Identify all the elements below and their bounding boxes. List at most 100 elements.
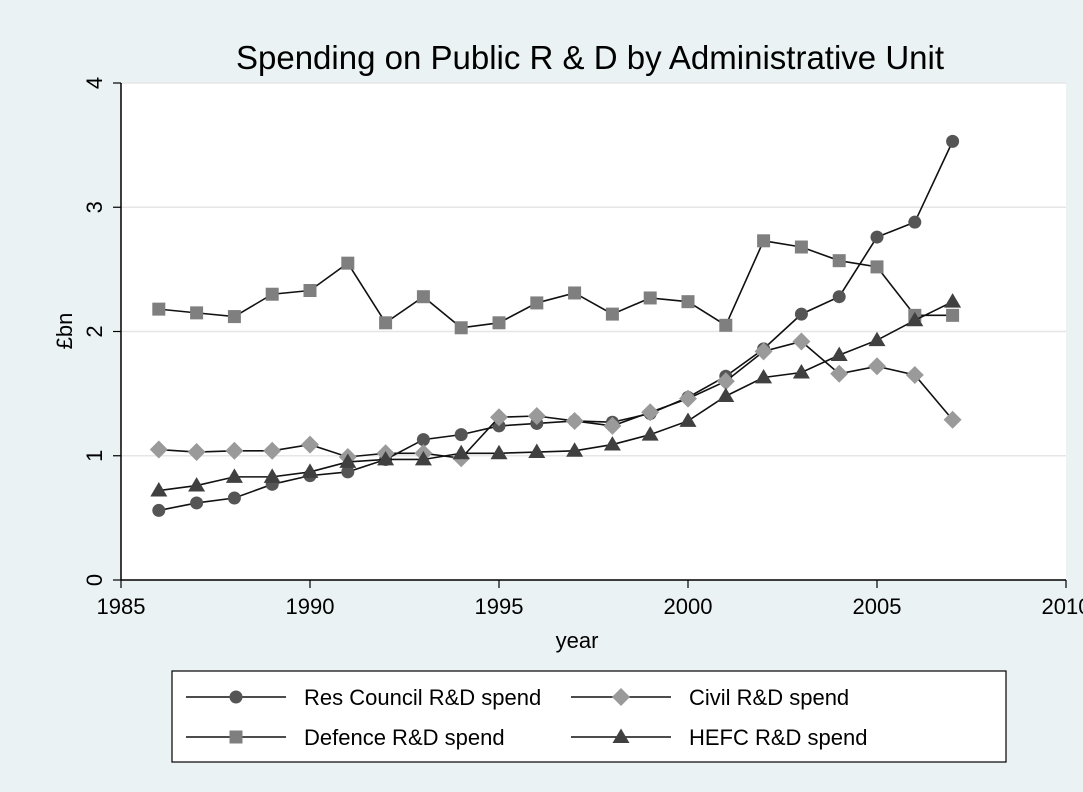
data-point-0-1986 xyxy=(152,503,166,517)
gridlines xyxy=(121,82,1066,457)
x-axis-label: year xyxy=(556,628,599,653)
data-point-1-1986 xyxy=(149,440,168,459)
data-point-2-1988 xyxy=(227,310,241,324)
series-line-1 xyxy=(158,340,954,460)
y-tick-label-1: 1 xyxy=(82,450,107,462)
data-point-3-2007 xyxy=(944,293,962,308)
x-tick-label-1990: 1990 xyxy=(286,594,335,619)
x-tick-label-2010: 2010 xyxy=(1042,594,1083,619)
data-point-1-1995 xyxy=(490,408,508,427)
legend: Res Council R&D spend Civil R&D spend Defe… xyxy=(186,685,868,750)
data-point-0-1991 xyxy=(341,465,355,479)
data-point-1-2007 xyxy=(943,410,962,429)
data-point-3-1991 xyxy=(339,453,357,468)
legend-marker-1 xyxy=(612,688,630,706)
data-point-2-2000 xyxy=(681,295,695,309)
y-tick-label-2: 2 xyxy=(82,325,107,337)
data-point-3-1986 xyxy=(150,482,168,497)
data-point-2-1986 xyxy=(152,302,166,316)
data-point-1-1990 xyxy=(301,435,319,454)
legend-label-1: Civil R&D spend xyxy=(689,685,849,710)
data-point-2-1999 xyxy=(643,291,657,305)
data-point-3-2000 xyxy=(679,412,697,427)
data-point-2-1992 xyxy=(379,316,393,330)
legend-item-3: HEFC R&D spend xyxy=(571,725,868,750)
data-point-3-1990 xyxy=(301,463,319,478)
data-point-2-2001 xyxy=(719,318,733,332)
data-point-1-2000 xyxy=(679,389,697,408)
y-tick-label-3: 3 xyxy=(82,201,107,213)
series-1 xyxy=(149,332,962,468)
data-point-2-1991 xyxy=(341,256,355,270)
series-layer xyxy=(149,134,962,517)
data-point-0-1994 xyxy=(454,428,468,442)
data-point-3-2003 xyxy=(792,364,810,379)
chart-title: Spending on Public R & D by Administrati… xyxy=(236,39,944,76)
data-point-3-1992 xyxy=(377,450,395,466)
data-point-2-2002 xyxy=(757,234,771,248)
series-2 xyxy=(152,234,960,335)
data-point-2-1995 xyxy=(492,316,506,330)
y-tick-label-0: 0 xyxy=(82,574,107,586)
data-point-3-1989 xyxy=(263,468,281,483)
data-point-3-2005 xyxy=(868,331,886,347)
data-point-3-1988 xyxy=(225,468,243,483)
data-point-1-1999 xyxy=(641,403,660,422)
data-point-1-2001 xyxy=(716,372,735,391)
data-point-1-2004 xyxy=(830,364,849,383)
data-point-3-1997 xyxy=(566,442,584,457)
data-point-1-1987 xyxy=(187,443,206,462)
data-point-1-2003 xyxy=(792,332,811,351)
legend-marker-3 xyxy=(612,728,630,743)
legend-label-3: HEFC R&D spend xyxy=(689,725,868,750)
data-point-3-1998 xyxy=(603,436,621,451)
data-point-1-1998 xyxy=(603,416,622,435)
legend-label-2: Defence R&D spend xyxy=(304,725,505,750)
data-point-3-1994 xyxy=(452,444,470,460)
data-point-2-2005 xyxy=(870,260,884,274)
data-point-1-2002 xyxy=(754,342,773,361)
series-line-3 xyxy=(158,300,953,492)
y-axis-label: £bn xyxy=(52,313,77,350)
data-point-1-2005 xyxy=(868,357,886,376)
data-point-0-1987 xyxy=(190,496,204,510)
x-tick-label-2000: 2000 xyxy=(664,594,713,619)
data-point-0-2003 xyxy=(794,307,808,321)
series-line-0 xyxy=(158,141,954,512)
data-point-0-2005 xyxy=(870,230,884,244)
data-point-0-2006 xyxy=(908,215,922,229)
data-point-0-2004 xyxy=(832,290,846,304)
data-point-2-1993 xyxy=(416,290,430,304)
legend-marker-0 xyxy=(229,690,243,704)
data-point-1-1997 xyxy=(565,411,584,430)
data-point-2-1987 xyxy=(190,306,204,320)
data-point-2-1994 xyxy=(454,321,468,335)
data-point-2-2007 xyxy=(946,308,960,322)
y-tick-labels: 0 1 2 3 4 xyxy=(82,77,121,586)
legend-item-2: Defence R&D spend xyxy=(186,725,505,750)
legend-marker-2 xyxy=(229,730,243,744)
legend-item-1: Civil R&D spend xyxy=(571,685,849,710)
data-point-2-1998 xyxy=(605,307,619,321)
y-tick-label-4: 4 xyxy=(82,77,107,89)
x-tick-label-1995: 1995 xyxy=(475,594,524,619)
data-point-0-1988 xyxy=(227,491,241,505)
data-point-3-1999 xyxy=(641,426,659,441)
legend-item-0: Res Council R&D spend xyxy=(186,685,541,710)
data-point-2-1990 xyxy=(303,283,317,297)
data-point-1-1989 xyxy=(263,441,282,460)
series-3 xyxy=(150,293,962,497)
data-point-2-1997 xyxy=(568,286,582,300)
data-point-1-2006 xyxy=(905,365,924,384)
legend-label-0: Res Council R&D spend xyxy=(304,685,541,710)
data-point-3-2002 xyxy=(755,368,773,384)
data-point-3-1996 xyxy=(528,443,546,458)
data-point-1-1988 xyxy=(225,441,244,460)
data-point-2-1996 xyxy=(530,296,544,310)
data-point-3-2006 xyxy=(906,311,924,327)
data-point-0-2007 xyxy=(946,134,960,148)
x-tick-label-1985: 1985 xyxy=(97,594,146,619)
data-point-1-1996 xyxy=(527,406,546,425)
